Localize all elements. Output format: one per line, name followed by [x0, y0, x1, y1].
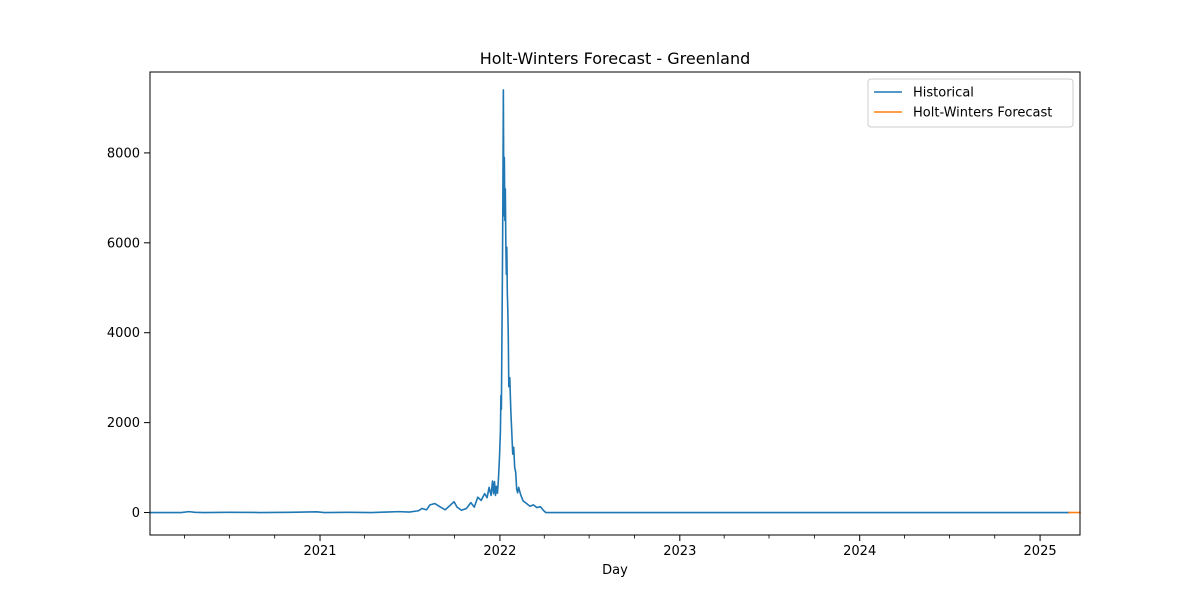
y-tick-label: 6000 — [107, 236, 140, 251]
legend: Historical Holt-Winters Forecast — [867, 78, 1074, 128]
x-axis: 2021 2022 2023 2024 2025 — [184, 535, 1057, 559]
x-tick-label: 2023 — [663, 544, 696, 559]
y-tick-label: 0 — [132, 506, 140, 521]
plot-area — [150, 72, 1080, 535]
legend-label: Holt-Winters Forecast — [913, 106, 1052, 121]
y-tick-label: 2000 — [107, 416, 140, 431]
y-tick-label: 4000 — [107, 326, 140, 341]
x-tick-label: 2022 — [483, 544, 516, 559]
x-tick-label: 2024 — [843, 544, 876, 559]
legend-label: Historical — [913, 86, 974, 101]
series-line-0 — [149, 89, 1070, 514]
x-axis-label: Day — [602, 563, 628, 578]
series-layer — [149, 89, 1081, 514]
plot-frame — [149, 71, 1081, 536]
x-tick-label: 2025 — [1024, 544, 1057, 559]
legend-box — [867, 78, 1074, 128]
y-axis: 0 2000 4000 6000 8000 — [107, 146, 150, 521]
x-tick-label: 2021 — [303, 544, 336, 559]
y-tick-label: 8000 — [107, 146, 140, 161]
chart-title: Holt-Winters Forecast - Greenland — [480, 49, 750, 68]
